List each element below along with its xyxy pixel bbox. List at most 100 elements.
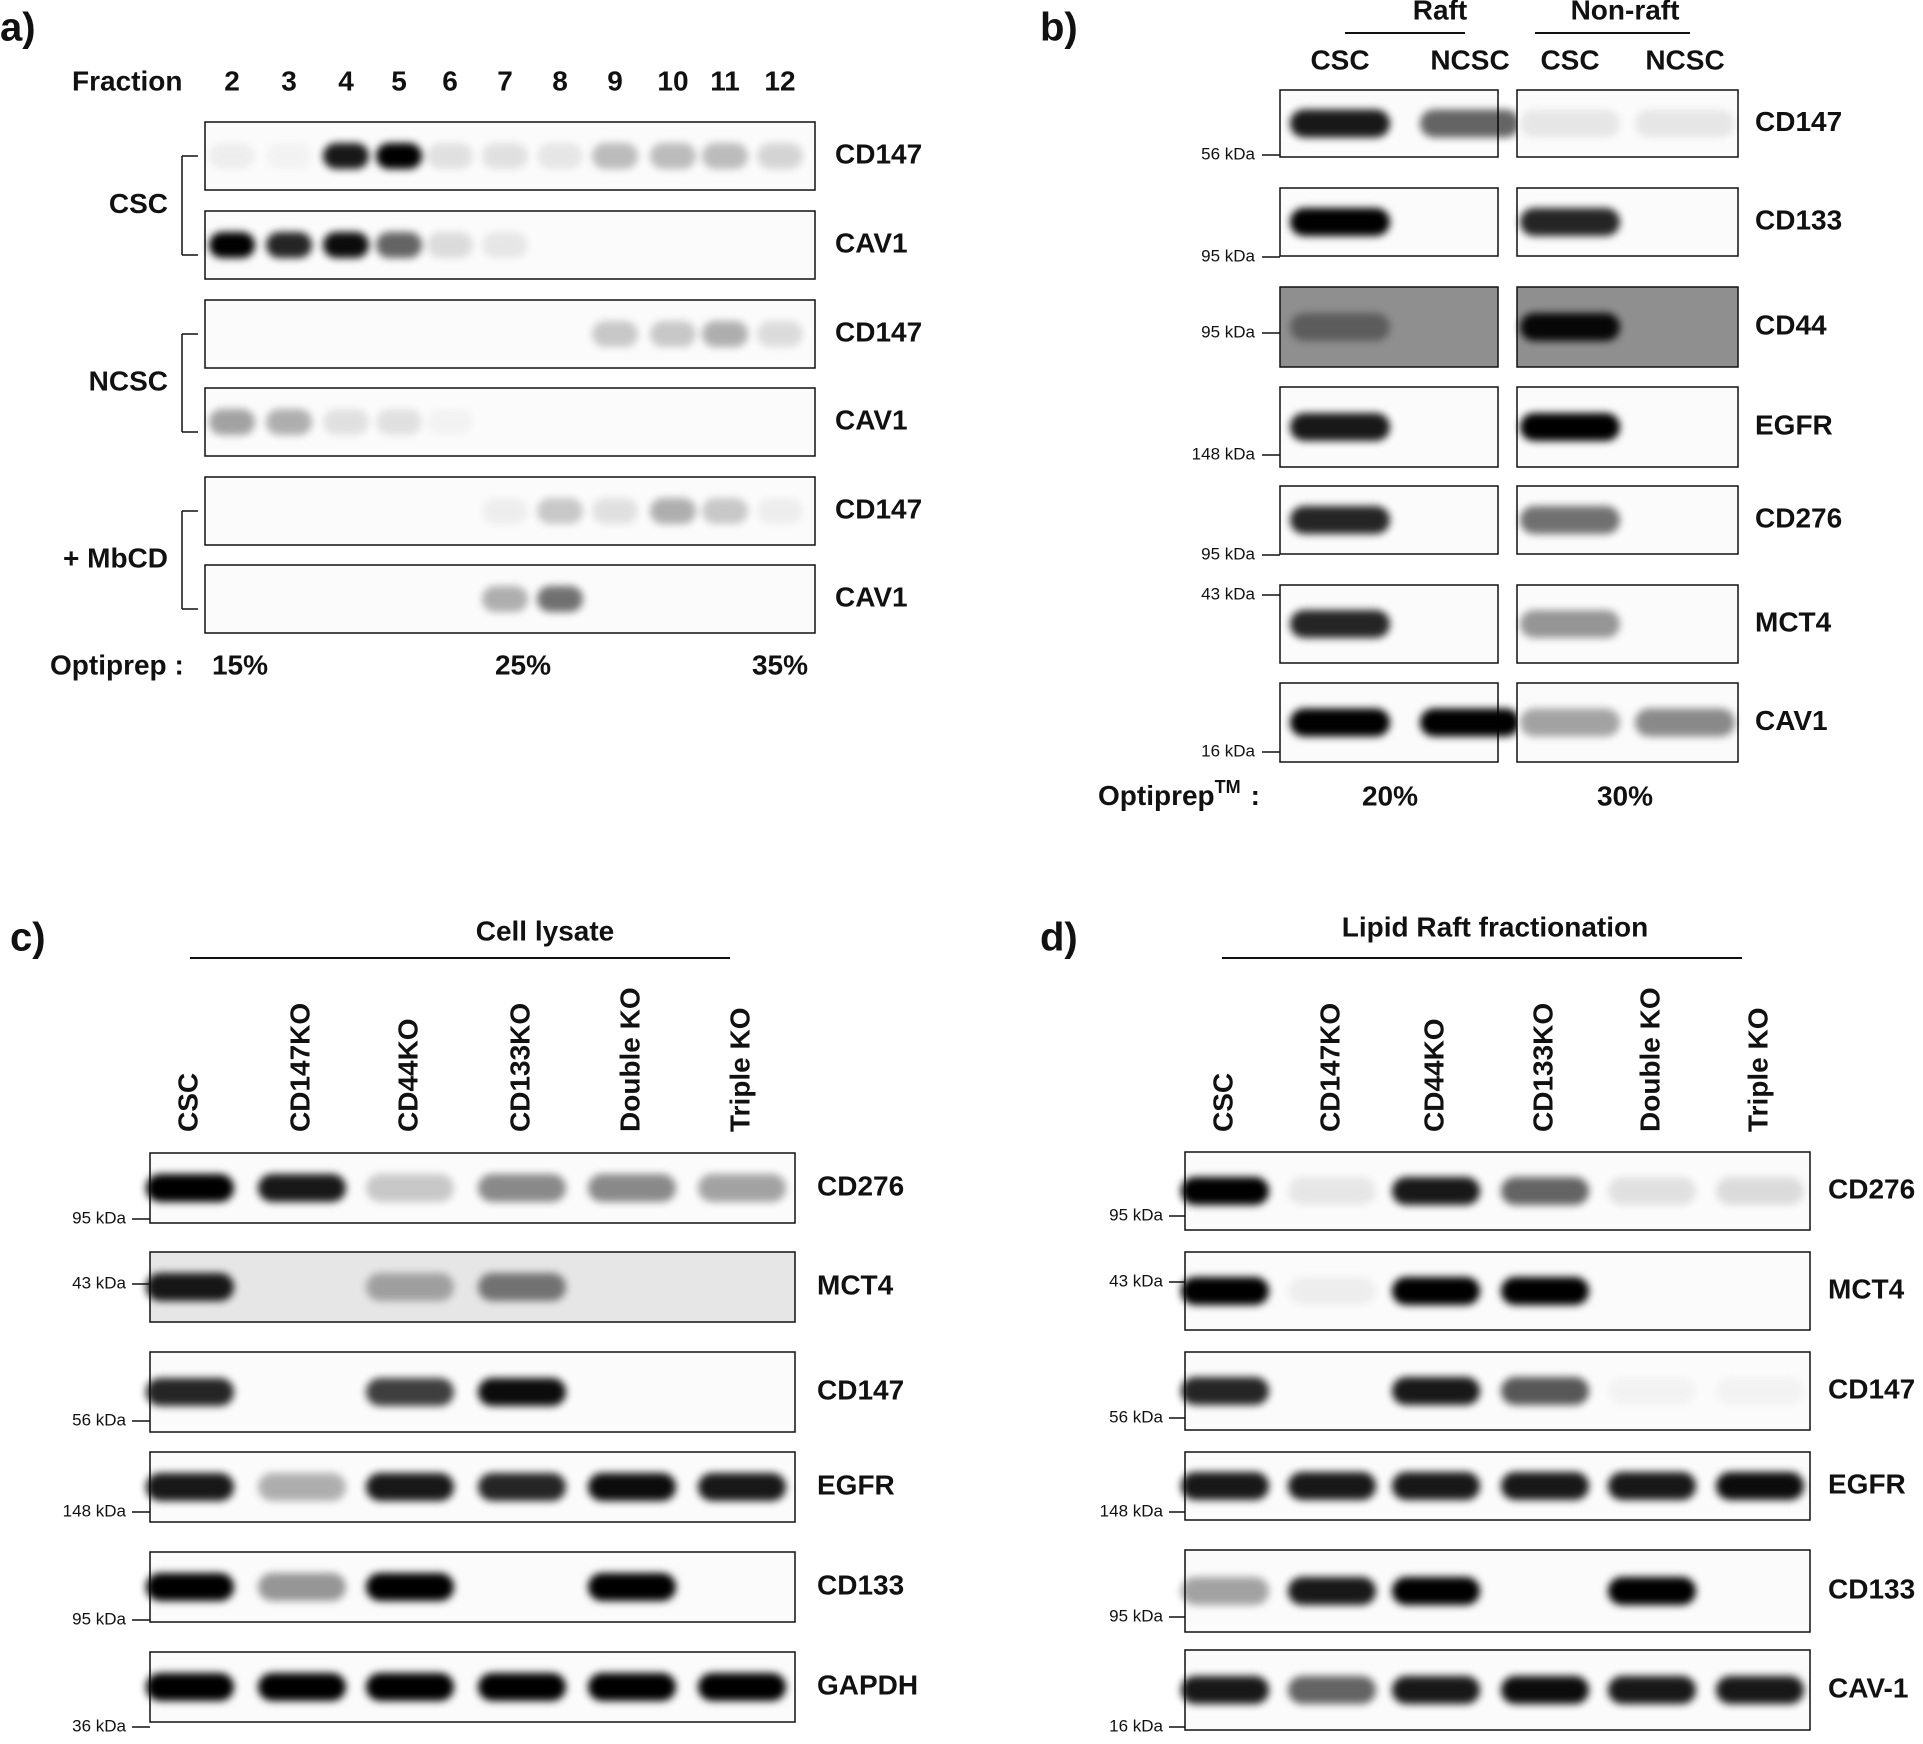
band — [323, 409, 369, 435]
section-header: Raft — [1413, 0, 1467, 25]
band — [427, 409, 473, 435]
band — [537, 498, 583, 524]
blot-name: MCT4 — [817, 1269, 894, 1300]
band — [146, 1174, 234, 1202]
band — [1288, 1177, 1376, 1205]
kda-marker: 43 kDa — [1109, 1271, 1163, 1290]
kda-marker: 95 kDa — [72, 1208, 126, 1227]
kda-marker: 148 kDa — [1192, 444, 1256, 463]
kda-marker: 36 kDa — [72, 1716, 126, 1735]
column-header: CD133KO — [504, 1003, 535, 1132]
fraction-number: 9 — [607, 65, 623, 96]
blot-name: CD147 — [835, 493, 922, 524]
band — [266, 232, 312, 258]
optiprep-value: 20% — [1362, 780, 1418, 811]
column-header: CSC — [1540, 44, 1599, 75]
band — [376, 232, 422, 258]
band — [1520, 610, 1620, 638]
kda-marker: 56 kDa — [1109, 1407, 1163, 1426]
band — [588, 1174, 676, 1202]
blot-name: GAPDH — [817, 1669, 918, 1700]
band — [1608, 1676, 1696, 1704]
column-header: NCSC — [1645, 44, 1724, 75]
kda-marker: 95 kDa — [1201, 544, 1255, 563]
band — [209, 409, 255, 435]
fraction-number: 2 — [224, 65, 240, 96]
band — [1290, 109, 1390, 138]
band — [366, 1673, 454, 1701]
column-header: Double KO — [1634, 987, 1665, 1132]
band — [1392, 1577, 1480, 1605]
optiprep-value: 25% — [495, 649, 551, 680]
band — [702, 321, 748, 347]
fraction-number: 8 — [552, 65, 568, 96]
panel-label: a) — [0, 6, 36, 50]
kda-marker: 43 kDa — [1201, 584, 1255, 603]
band — [146, 1473, 234, 1501]
column-header: NCSC — [1430, 44, 1509, 75]
band — [1520, 109, 1620, 138]
band — [1181, 1277, 1269, 1305]
band — [266, 409, 312, 435]
band — [650, 498, 696, 524]
band — [366, 1273, 454, 1301]
panel-label: d) — [1040, 916, 1078, 960]
column-header: CD147KO — [284, 1003, 315, 1132]
blot-name: MCT4 — [1755, 606, 1832, 637]
kda-marker: 43 kDa — [72, 1273, 126, 1292]
kda-marker: 95 kDa — [72, 1609, 126, 1628]
band — [209, 232, 255, 258]
fraction-number: 11 — [710, 65, 740, 96]
band — [1392, 1377, 1480, 1405]
band — [1392, 1472, 1480, 1500]
blot-name: MCT4 — [1828, 1273, 1905, 1304]
band — [1501, 1472, 1589, 1500]
panel-title: Cell lysate — [476, 915, 615, 946]
blot-name: CD147 — [835, 138, 922, 169]
fraction-number: 10 — [657, 65, 688, 96]
fraction-number: 5 — [391, 65, 407, 96]
band — [1716, 1377, 1804, 1405]
band — [258, 1473, 346, 1501]
blot-name: CAV1 — [835, 581, 908, 612]
band — [1716, 1177, 1804, 1205]
band — [1608, 1377, 1696, 1405]
band — [146, 1573, 234, 1601]
band — [1290, 313, 1390, 341]
band — [266, 143, 312, 169]
band — [478, 1473, 566, 1501]
optiprep-label: Optiprep : — [50, 649, 184, 680]
band — [588, 1673, 676, 1701]
blot-name: CAV1 — [835, 404, 908, 435]
blot-name: EGFR — [1755, 409, 1833, 440]
band — [757, 321, 803, 347]
band — [478, 1378, 566, 1406]
band — [478, 1673, 566, 1701]
blot — [1516, 485, 1739, 555]
panel-title: Lipid Raft fractionation — [1342, 911, 1648, 942]
band — [1181, 1177, 1269, 1205]
fraction-number: 6 — [442, 65, 458, 96]
band — [757, 498, 803, 524]
optiprep-superscript: TM — [1215, 777, 1241, 797]
band — [1635, 109, 1735, 138]
band — [1290, 208, 1390, 236]
column-header: CD44KO — [1418, 1018, 1449, 1132]
blot-name: EGFR — [1828, 1468, 1906, 1499]
band — [482, 498, 528, 524]
blot — [149, 1152, 796, 1224]
band — [146, 1273, 234, 1301]
column-header: CSC — [172, 1073, 203, 1132]
kda-marker: 16 kDa — [1109, 1716, 1163, 1735]
band — [478, 1273, 566, 1301]
band — [366, 1378, 454, 1406]
kda-marker: 56 kDa — [1201, 144, 1255, 163]
blot-name: EGFR — [817, 1469, 895, 1500]
band — [1520, 506, 1620, 534]
fraction-number: 3 — [281, 65, 297, 96]
band — [1608, 1577, 1696, 1605]
band — [1520, 208, 1620, 236]
band — [1635, 708, 1735, 737]
band — [366, 1174, 454, 1202]
